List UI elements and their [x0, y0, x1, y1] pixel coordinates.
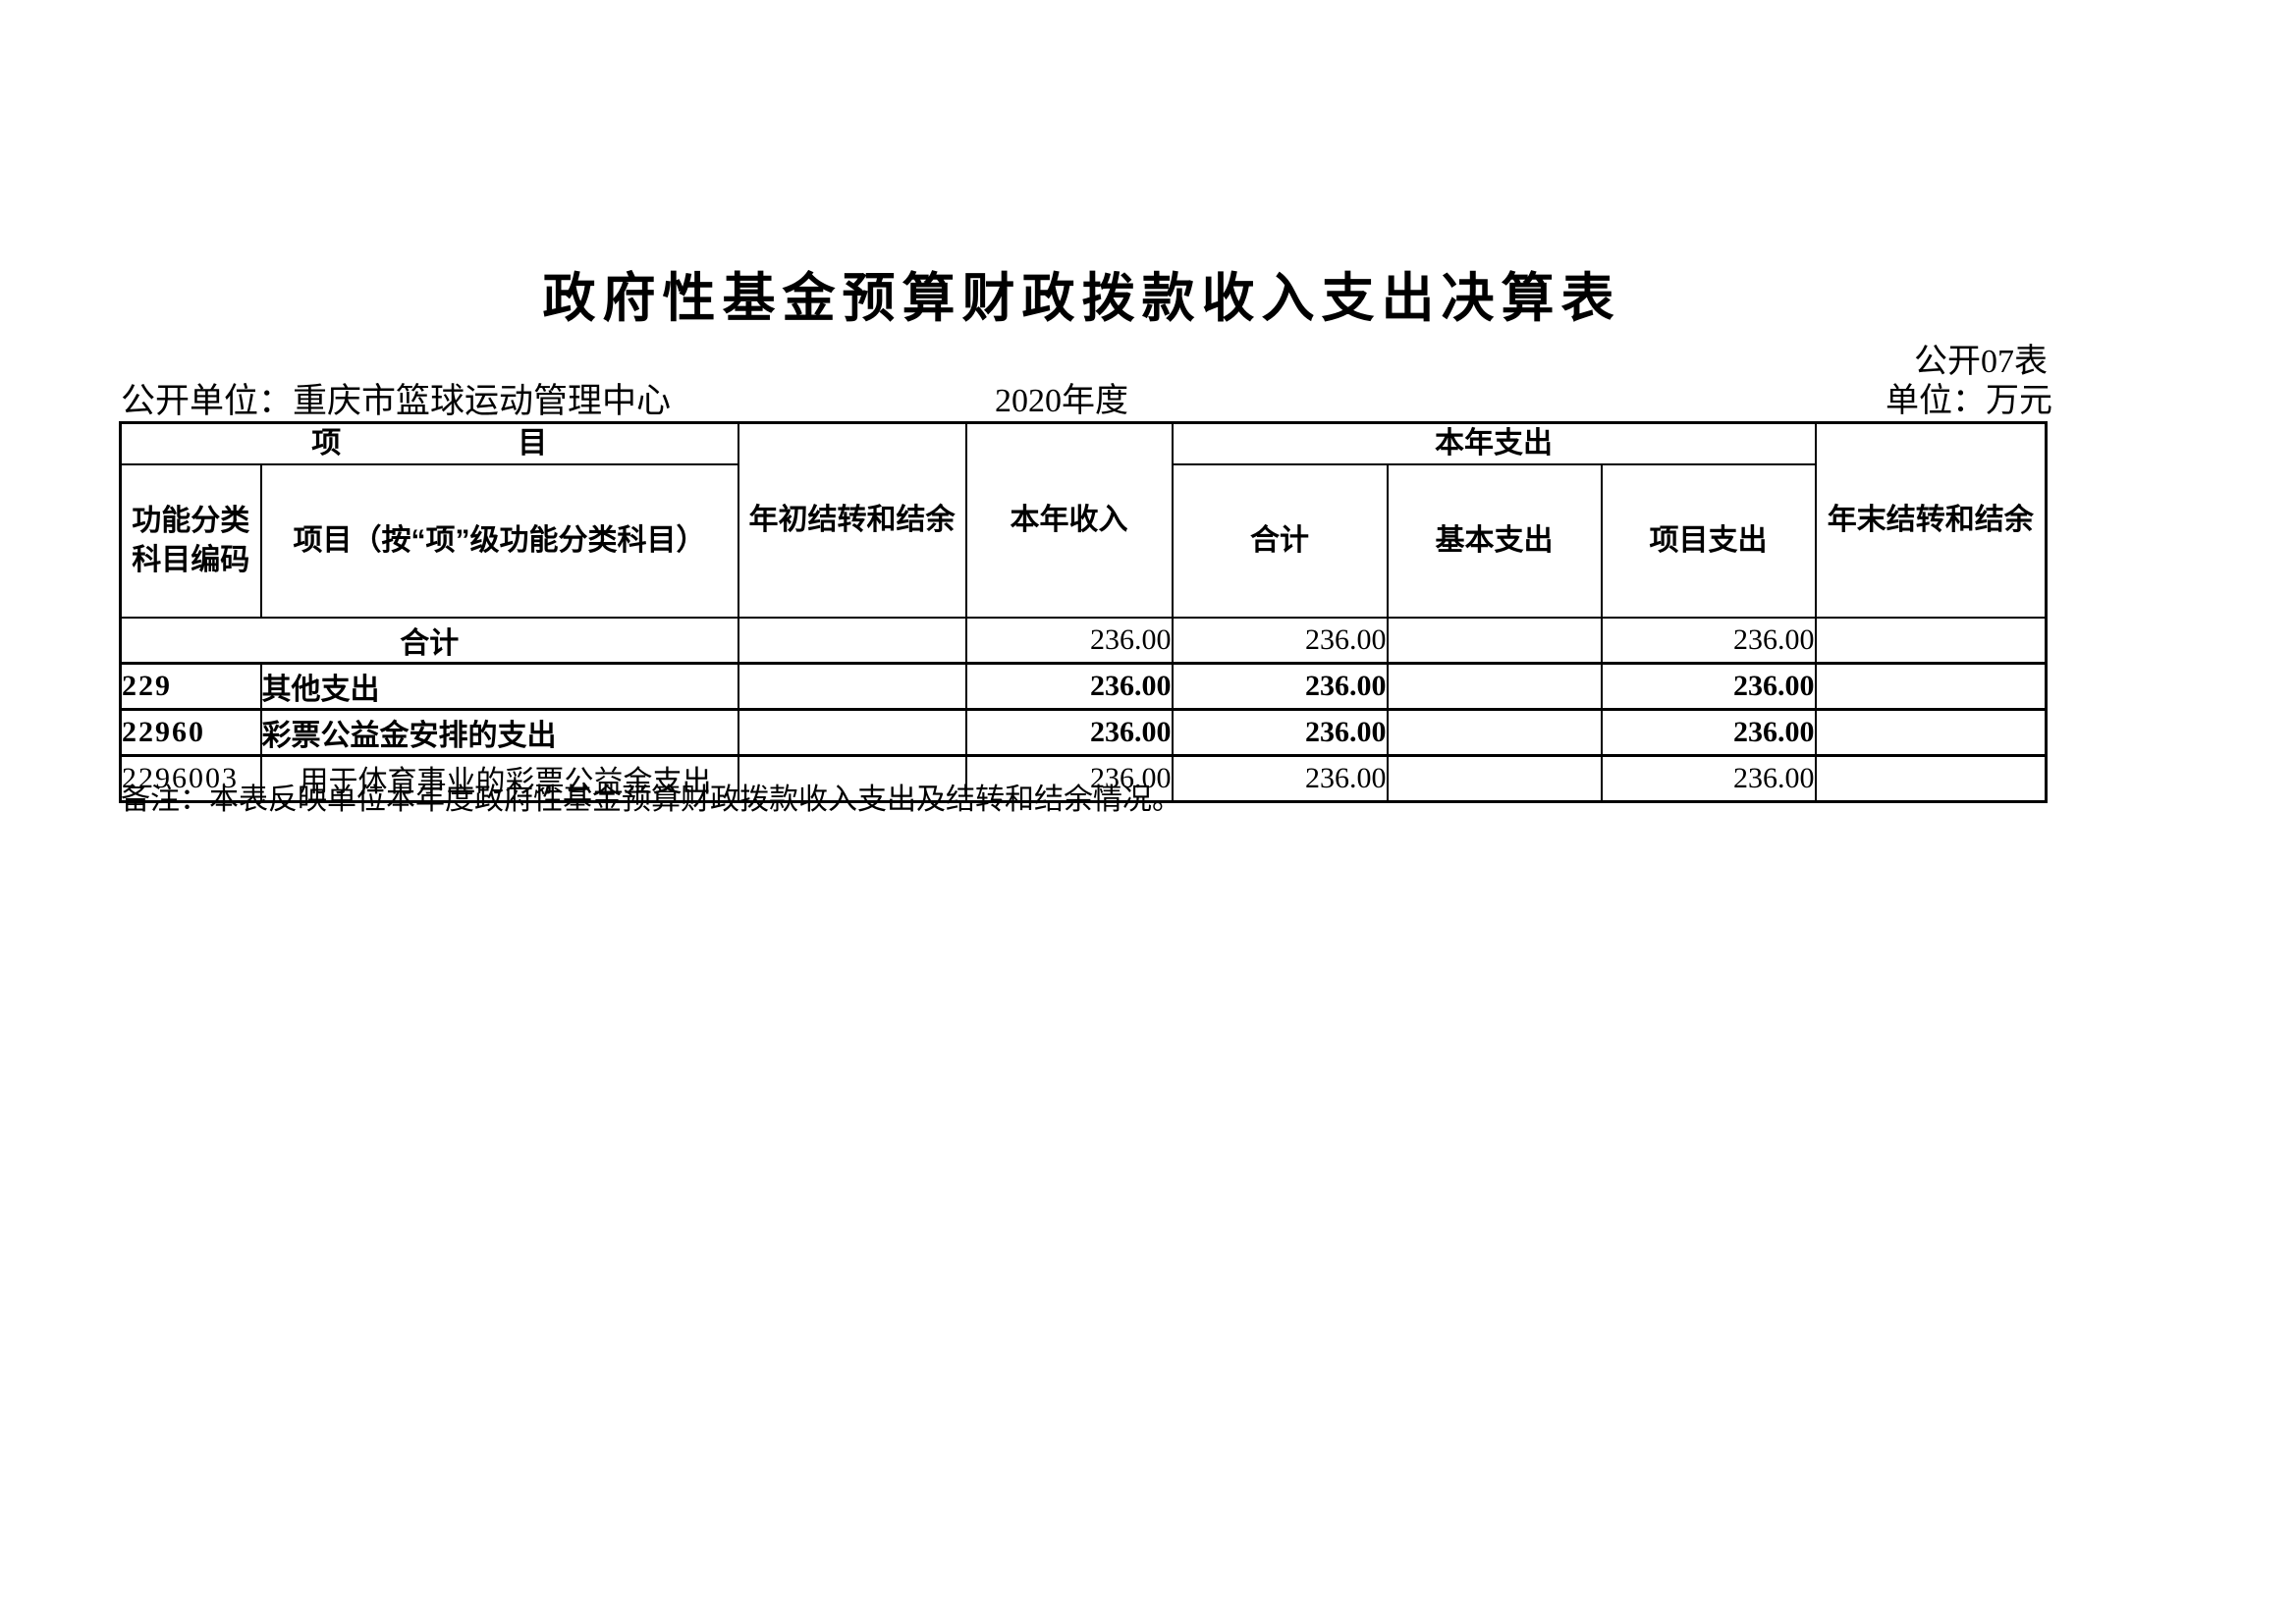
table-header-row: 功能分类科目编码 项目（按“项”级功能分类科目） 合计 基本支出 项目支出	[119, 463, 2047, 619]
opening-balance-value	[737, 708, 967, 757]
current-expenditure-group-header: 本年支出	[1171, 421, 1817, 465]
exp-total-value: 236.00	[1171, 754, 1389, 803]
function-code: 229	[119, 662, 262, 711]
exp-basic-value	[1386, 617, 1603, 665]
current-income-value: 236.00	[964, 708, 1174, 757]
exp-project-value: 236.00	[1600, 617, 1817, 665]
table-row-total: 合计 236.00 236.00 236.00	[119, 617, 2048, 665]
item-header: 项目（按“项”级功能分类科目）	[259, 463, 739, 619]
closing-balance-header: 年末结转和结余	[1814, 421, 2048, 619]
opening-balance-value	[737, 617, 967, 665]
opening-balance-header: 年初结转和结余	[737, 421, 967, 619]
publisher-label: 公开单位：重庆市篮球运动管理中心	[121, 382, 672, 420]
fiscal-year-label: 2020年度	[995, 383, 1128, 419]
table-row-22960: 22960 彩票公益金安排的支出 236.00 236.00 236.00	[119, 708, 2048, 757]
final-accounts-table: 项 目 年初结转和结余 本年收入 本年支出 年末结转和结余 功能分类科目编码 项…	[119, 421, 2049, 803]
row-total-label: 合计	[119, 617, 739, 665]
item-group-header: 项 目	[119, 421, 739, 465]
opening-balance-value	[737, 754, 967, 803]
exp-project-value: 236.00	[1600, 662, 1817, 711]
exp-project-value: 236.00	[1600, 754, 1817, 803]
exp-total-value: 236.00	[1171, 708, 1389, 757]
exp-total-value: 236.00	[1171, 662, 1389, 711]
function-code: 22960	[119, 708, 262, 757]
table-row-2296003: 2296003 用于体育事业的彩票公益金支出 236.00 236.00 236…	[119, 754, 2048, 803]
closing-balance-value	[1814, 754, 2048, 803]
table-row-229: 229 其他支出 236.00 236.00 236.00	[119, 662, 2048, 711]
closing-balance-value	[1814, 617, 2048, 665]
item-name: 用于体育事业的彩票公益金支出	[259, 754, 739, 803]
exp-basic-value	[1386, 662, 1603, 711]
table-group-header-row: 项 目 年初结转和结余 本年收入 本年支出 年末结转和结余	[119, 421, 2048, 619]
closing-balance-value	[1814, 662, 2048, 711]
function-code: 2296003	[119, 754, 262, 803]
current-income-value: 236.00	[964, 662, 1174, 711]
exp-basic-value	[1386, 708, 1603, 757]
opening-balance-value	[737, 662, 967, 711]
exp-basic-value	[1386, 754, 1603, 803]
item-name: 彩票公益金安排的支出	[259, 708, 739, 757]
current-income-header: 本年收入	[964, 421, 1174, 619]
code-header: 功能分类科目编码	[119, 463, 262, 619]
footnote: 备注：本表反映单位本年度政府性基金预算财政拨款收入支出及结转和结余情况。	[121, 784, 1181, 816]
currency-unit-label: 单位：万元	[1886, 383, 2052, 419]
expenditure-basic-header: 基本支出	[1386, 463, 1603, 619]
item-name: 其他支出	[259, 662, 739, 711]
current-income-value: 236.00	[964, 754, 1174, 803]
exp-project-value: 236.00	[1600, 708, 1817, 757]
exp-total-value: 236.00	[1171, 617, 1389, 665]
expenditure-total-header: 合计	[1171, 463, 1389, 619]
sheet-code-label: 公开07表	[1914, 344, 2048, 380]
closing-balance-value	[1814, 708, 2048, 757]
current-income-value: 236.00	[964, 617, 1174, 665]
page-title: 政府性基金预算财政拨款收入支出决算表	[542, 269, 1621, 328]
expenditure-project-header: 项目支出	[1600, 463, 1817, 619]
